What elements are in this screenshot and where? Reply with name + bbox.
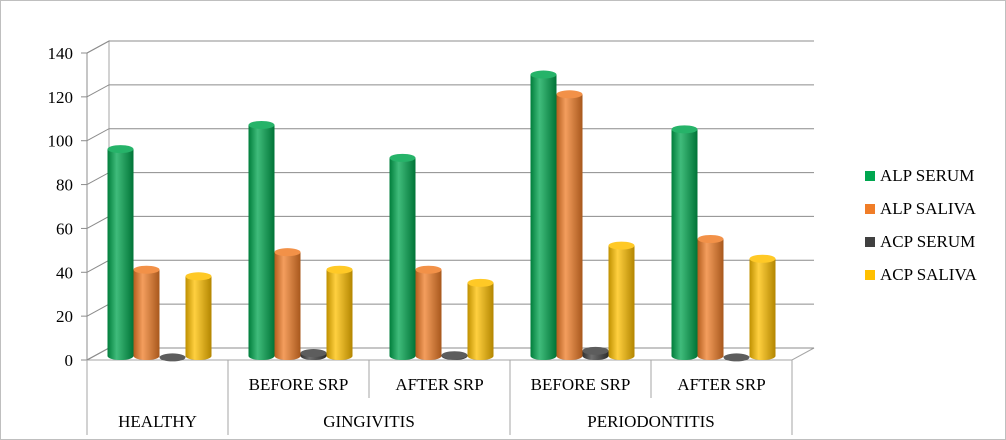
x-group-label: PERIODONTITIS: [587, 412, 715, 431]
x-category-label: BEFORE SRP: [249, 375, 349, 394]
bar: [133, 265, 160, 360]
bar-top: [415, 265, 442, 274]
bar: [274, 248, 301, 360]
bar-top: [326, 265, 353, 274]
y-tick-label: 120: [48, 88, 74, 107]
bar-top: [697, 235, 724, 244]
y-tick-label: 100: [48, 132, 74, 151]
legend-swatch: [865, 204, 875, 214]
bar-body: [185, 276, 212, 360]
bar-top: [723, 353, 750, 362]
bar: [608, 241, 635, 360]
bar: [671, 125, 698, 360]
bar-top: [107, 145, 134, 154]
x-category-label: AFTER SRP: [677, 375, 765, 394]
legend-label: ALP SERUM: [880, 166, 974, 185]
bar: [389, 153, 416, 360]
bar-top: [248, 120, 275, 129]
bar: [556, 90, 583, 361]
bar-top: [582, 346, 609, 355]
x-category-label: BEFORE SRP: [531, 375, 631, 394]
side-wall: [86, 40, 110, 361]
bar-body: [415, 269, 442, 360]
y-axis-ticks: 0 20 40 60 80 100 120 140: [48, 44, 88, 370]
bar-body: [326, 269, 353, 360]
legend-swatch: [865, 270, 875, 280]
legend-swatch: [865, 171, 875, 181]
x-group-label: HEALTHY: [118, 412, 197, 431]
bar-top: [530, 70, 557, 79]
bars: [107, 70, 776, 362]
bar: [107, 145, 134, 360]
bar: [185, 272, 212, 360]
legend-label: ACP SALIVA: [880, 265, 978, 284]
x-category-label: AFTER SRP: [395, 375, 483, 394]
bar-body: [467, 282, 494, 360]
bar-top: [749, 254, 776, 263]
bar-body: [530, 74, 557, 361]
bar-top: [556, 90, 583, 99]
legend-label: ACP SERUM: [880, 232, 975, 251]
gridline: [86, 40, 814, 54]
bar-body: [556, 94, 583, 361]
legend-item: ACP SALIVA: [865, 265, 978, 284]
bar-top: [185, 272, 212, 281]
bar-top: [389, 153, 416, 162]
legend-label: ALP SALIVA: [880, 199, 977, 218]
bar-top: [159, 353, 186, 362]
y-tick-label: 40: [56, 263, 73, 282]
bar: [159, 353, 186, 362]
bar-top: [608, 241, 635, 250]
legend-item: ACP SERUM: [865, 232, 975, 251]
bar-top: [300, 349, 327, 358]
bar: [582, 346, 609, 360]
y-tick-label: 0: [65, 351, 74, 370]
gridline: [86, 84, 814, 98]
x-axis: HEALTHY BEFORE SRP AFTER SRP GINGIVITIS BEFO…: [86, 360, 793, 435]
bar-top: [671, 125, 698, 134]
bar: [300, 349, 327, 360]
bar: [530, 70, 557, 361]
bar-body: [749, 258, 776, 360]
y-tick-label: 80: [56, 176, 73, 195]
bar-top: [274, 248, 301, 257]
y-tick-label: 20: [56, 307, 73, 326]
bar-top: [133, 265, 160, 274]
legend-swatch: [865, 237, 875, 247]
bar-body: [133, 269, 160, 360]
bar-body: [107, 149, 134, 360]
y-tick-label: 140: [48, 44, 74, 63]
bar-top: [441, 351, 468, 360]
bar-body: [389, 157, 416, 360]
legend-item: ALP SALIVA: [865, 199, 977, 218]
legend-item: ALP SERUM: [865, 166, 974, 185]
bar: [467, 278, 494, 360]
x-group-label: GINGIVITIS: [323, 412, 415, 431]
bar: [697, 235, 724, 360]
bar-body: [274, 252, 301, 360]
bar: [415, 265, 442, 360]
bar: [441, 351, 468, 360]
bar: [749, 254, 776, 360]
legend: ALP SERUM ALP SALIVA ACP SERUM ACP SALIVA: [865, 166, 978, 284]
bar-body: [608, 245, 635, 360]
bar-body: [671, 129, 698, 360]
bar: [326, 265, 353, 360]
bar: [248, 120, 275, 360]
bar-body: [697, 239, 724, 360]
bar-top: [467, 278, 494, 287]
bar: [723, 353, 750, 362]
bar-body: [248, 124, 275, 360]
y-tick-label: 60: [56, 219, 73, 238]
